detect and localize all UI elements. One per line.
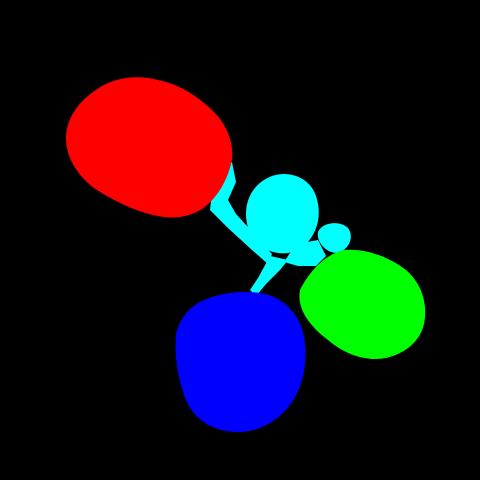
cyan-region (210, 162, 351, 296)
cyan-stem-lower (250, 256, 288, 296)
red-region (66, 77, 233, 218)
cyan-blob-lobe (317, 223, 351, 253)
cyan-bridge (284, 240, 326, 266)
blue-region (175, 292, 306, 432)
green-region (299, 249, 426, 360)
cyan-blob-main (246, 174, 319, 254)
